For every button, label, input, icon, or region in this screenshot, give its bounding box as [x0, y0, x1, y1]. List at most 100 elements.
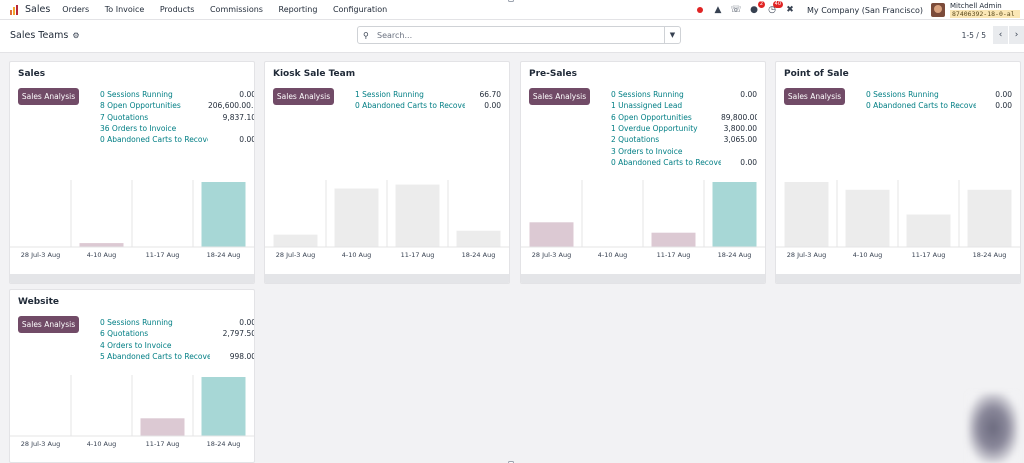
pager-next-button[interactable]: › — [1008, 26, 1024, 44]
stat-link[interactable]: 7 Quotations — [100, 112, 149, 122]
menu-to-invoice[interactable]: To Invoice — [104, 5, 145, 14]
search-input[interactable] — [377, 30, 664, 40]
team-card-kiosk-sale-team[interactable]: Kiosk Sale Team Sales Analysis 1 Session R… — [264, 61, 510, 284]
weekly-sales-chart[interactable]: 28 Jul-3 Aug 4-10 Aug 11-17 Aug 18-24 Aug — [521, 180, 765, 275]
menu-commissions[interactable]: Commissions — [209, 5, 263, 14]
chat-icon[interactable]: ● 2 — [750, 1, 766, 15]
chart-bar[interactable] — [201, 377, 246, 436]
stat-link[interactable]: 0 Sessions Running — [100, 90, 173, 100]
sales-analysis-button[interactable]: Sales Analysis — [18, 316, 79, 333]
stat-link[interactable]: 0 Sessions Running — [100, 318, 173, 328]
chart-bar[interactable] — [712, 182, 757, 247]
stat-link[interactable]: 36 Orders to Invoice — [100, 124, 177, 134]
stat-link[interactable]: 1 Unassigned Lead — [611, 101, 683, 111]
menu-products[interactable]: Products — [159, 5, 195, 14]
resize-handle-bottom[interactable] — [508, 461, 514, 463]
weekly-sales-chart[interactable]: 28 Jul-3 Aug 4-10 Aug 11-17 Aug 18-24 Aug — [776, 180, 1020, 275]
chart-bar[interactable] — [79, 243, 124, 247]
stat-link[interactable]: 0 Abandoned Carts to Recover — [100, 135, 208, 145]
tools-icon[interactable]: ✖ — [786, 5, 794, 15]
card-title[interactable]: Point of Sale — [784, 69, 849, 79]
pager-previous-button[interactable]: ‹ — [992, 26, 1008, 44]
team-card-pre-sales[interactable]: Pre-Sales Sales Analysis 0 Sessions Runnin… — [520, 61, 766, 284]
stats-list: 0 Sessions Running 0.00 0 Abandoned Carts … — [866, 89, 1012, 112]
stat-link[interactable]: 1 Session Running — [355, 90, 424, 100]
team-card-sales[interactable]: Sales Sales Analysis 0 Sessions Running 0.0… — [9, 61, 255, 284]
chart-x-tick: 4-10 Aug — [598, 251, 628, 259]
chart-x-tick: 18-24 Aug — [718, 251, 752, 259]
gear-icon[interactable]: ⚙ — [72, 31, 80, 40]
stat-link[interactable]: 0 Sessions Running — [611, 90, 684, 100]
stat-link[interactable]: 0 Sessions Running — [866, 90, 939, 100]
weekly-sales-chart[interactable]: 28 Jul-3 Aug 4-10 Aug 11-17 Aug 18-24 Aug — [10, 180, 254, 275]
company-switcher[interactable]: My Company (San Francisco) — [807, 5, 923, 15]
stat-row: 1 Session Running 66.70 — [355, 89, 501, 100]
menu-orders[interactable]: Orders — [62, 5, 90, 14]
pager-value[interactable]: 1-5 / 5 — [961, 30, 986, 40]
stat-amount: 0.00 — [484, 101, 501, 111]
sales-analysis-button[interactable]: Sales Analysis — [784, 88, 845, 105]
stat-amount: 998.00 — [229, 352, 255, 362]
search-options-toggle[interactable]: ▼ — [664, 27, 680, 43]
clock-icon[interactable]: ◷ 40 — [768, 1, 784, 15]
stat-link[interactable]: 0 Abandoned Carts to Recover — [611, 157, 721, 167]
user-menu[interactable]: Mitchell Admin 87406392-18-0-al — [950, 2, 1020, 18]
chart-bar[interactable] — [784, 182, 829, 247]
chart-bar[interactable] — [395, 184, 440, 247]
activity-badge: 40 — [772, 1, 784, 8]
chart-x-tick: 28 Jul-3 Aug — [276, 251, 315, 259]
chart-bar[interactable] — [456, 230, 501, 247]
chart-x-tick: 11-17 Aug — [401, 251, 435, 259]
chart-bar[interactable] — [273, 234, 318, 247]
chart-x-tick: 18-24 Aug — [973, 251, 1007, 259]
chart-x-tick: 18-24 Aug — [207, 440, 241, 448]
card-title[interactable]: Pre-Sales — [529, 69, 577, 79]
sales-analysis-button[interactable]: Sales Analysis — [529, 88, 590, 105]
stat-row: 2 Quotations 3,065.00 — [611, 134, 757, 145]
chart-bar[interactable] — [906, 214, 951, 248]
stat-link[interactable]: 5 Abandoned Carts to Recover — [100, 352, 210, 362]
chart-x-tick: 11-17 Aug — [657, 251, 691, 259]
app-brand[interactable]: Sales — [10, 4, 62, 15]
chart-x-tick: 18-24 Aug — [207, 251, 241, 259]
stat-row: 0 Sessions Running 0.00 — [866, 89, 1012, 100]
stat-amount: 0.00 — [239, 90, 255, 100]
chart-bar[interactable] — [334, 188, 379, 248]
chart-bar[interactable] — [201, 182, 246, 247]
sales-analysis-button[interactable]: Sales Analysis — [273, 88, 334, 105]
stat-link[interactable]: 2 Quotations — [611, 135, 660, 145]
team-card-website[interactable]: Website Sales Analysis 0 Sessions Running 0… — [9, 289, 255, 463]
stat-link[interactable]: 8 Open Opportunities — [100, 101, 181, 111]
record-icon[interactable] — [695, 5, 705, 15]
bug-icon[interactable]: ▲ — [714, 5, 722, 15]
stat-link[interactable]: 1 Overdue Opportunity — [611, 124, 698, 134]
menu-reporting[interactable]: Reporting — [278, 5, 318, 14]
weekly-sales-chart[interactable]: 28 Jul-3 Aug 4-10 Aug 11-17 Aug 18-24 Aug — [265, 180, 509, 275]
phone-icon[interactable]: ☏ — [730, 5, 742, 15]
stat-link[interactable]: 0 Abandoned Carts to Recover — [355, 101, 465, 111]
sales-analysis-button[interactable]: Sales Analysis — [18, 88, 79, 105]
chart-bar[interactable] — [140, 418, 185, 436]
weekly-sales-chart[interactable]: 28 Jul-3 Aug 4-10 Aug 11-17 Aug 18-24 Aug — [10, 375, 254, 463]
chart-bar[interactable] — [967, 189, 1012, 247]
stat-link[interactable]: 6 Quotations — [100, 329, 149, 339]
stat-link[interactable]: 3 Orders to Invoice — [611, 146, 683, 156]
resize-handle-top[interactable] — [508, 0, 514, 2]
chart-x-tick: 4-10 Aug — [853, 251, 883, 259]
team-card-point-of-sale[interactable]: Point of Sale Sales Analysis 0 Sessions Ru… — [775, 61, 1021, 284]
menu-configuration[interactable]: Configuration — [332, 5, 388, 14]
chart-bar[interactable] — [651, 232, 696, 247]
avatar[interactable] — [931, 3, 945, 17]
stat-link[interactable]: 6 Open Opportunities — [611, 112, 692, 122]
card-title[interactable]: Sales — [18, 69, 46, 79]
stat-row: 0 Abandoned Carts to Recover 0.00 — [100, 134, 254, 145]
chart-bar[interactable] — [845, 189, 890, 247]
stat-link[interactable]: 0 Abandoned Carts to Recover — [866, 101, 976, 111]
card-title[interactable]: Website — [18, 297, 60, 307]
chart-bar[interactable] — [529, 222, 574, 247]
top-navbar: Sales Orders To Invoice Products Commiss… — [0, 0, 1024, 20]
card-title[interactable]: Kiosk Sale Team — [273, 69, 356, 79]
stat-link[interactable]: 4 Orders to Invoice — [100, 340, 172, 350]
stat-row: 5 Abandoned Carts to Recover 998.00 — [100, 351, 255, 362]
stat-row: 0 Sessions Running 0.00 — [611, 89, 757, 100]
